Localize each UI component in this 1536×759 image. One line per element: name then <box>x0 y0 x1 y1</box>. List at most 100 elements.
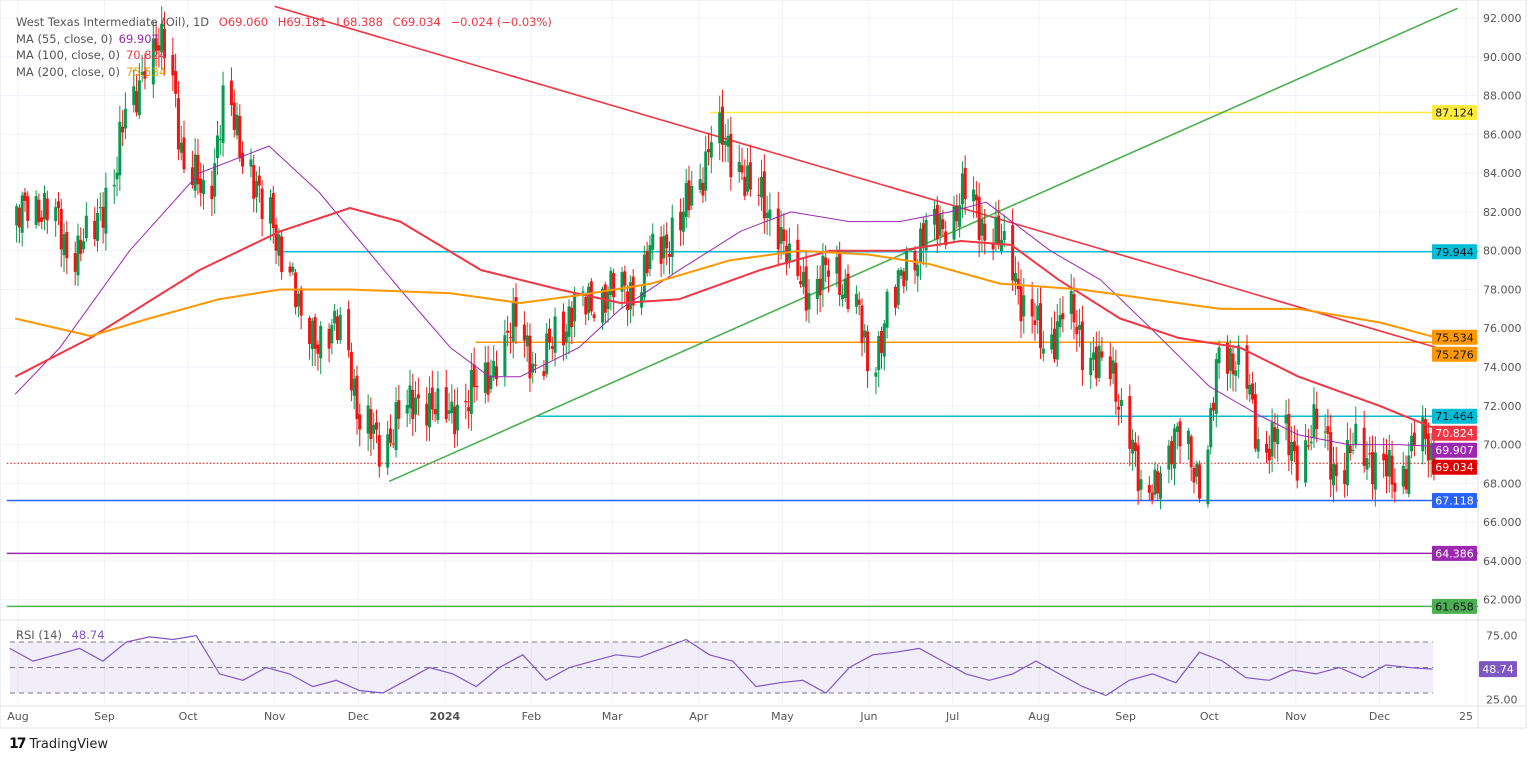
candle-body <box>1092 352 1096 360</box>
candle-body <box>737 162 741 172</box>
candle-body <box>1156 471 1160 494</box>
candle <box>1354 406 1358 449</box>
candle <box>1228 340 1232 389</box>
tradingview-logo[interactable]: 17 TradingView <box>9 736 108 752</box>
candle-body <box>358 414 362 430</box>
candle-body <box>1387 449 1391 477</box>
candle <box>801 257 805 295</box>
y-tick-label: 88.000 <box>1483 90 1522 103</box>
candle-body <box>59 208 63 250</box>
candle <box>866 325 870 389</box>
candle <box>882 319 886 371</box>
price-tag: 75.276 <box>1432 346 1477 362</box>
candle <box>815 265 819 315</box>
candle <box>707 132 711 166</box>
candle <box>1061 296 1065 333</box>
x-tick-label: Sep <box>94 710 115 723</box>
candle <box>525 322 529 363</box>
candle <box>980 204 984 252</box>
candle <box>1421 405 1425 465</box>
candle <box>1092 337 1096 371</box>
candle-body <box>916 264 920 277</box>
candle-body <box>252 165 256 199</box>
candle-body <box>327 328 331 349</box>
candle-body <box>1276 428 1280 445</box>
rsi-label: RSI (14) <box>16 628 62 642</box>
candle-body <box>1013 273 1017 282</box>
candle <box>846 264 850 313</box>
candle-body <box>1019 286 1023 322</box>
candle-body <box>455 404 459 431</box>
candle <box>514 283 518 345</box>
candle <box>377 422 381 478</box>
candle <box>444 369 448 423</box>
candle-body <box>76 235 80 276</box>
y-tick-label: 82.000 <box>1483 206 1522 219</box>
candle <box>737 144 741 183</box>
ma55-legend[interactable]: MA (55, close, 0) 69.907 <box>16 31 552 48</box>
candle-body <box>372 424 376 434</box>
candle-body <box>1326 426 1330 434</box>
candle-body <box>416 394 420 399</box>
candle <box>79 227 83 262</box>
price-tag-label: 75.276 <box>1435 348 1474 361</box>
candle <box>603 282 607 324</box>
ma100-legend[interactable]: MA (100, close, 0) 70.824 <box>16 47 552 64</box>
candle <box>252 154 256 213</box>
candle-body <box>408 385 412 409</box>
candle-body <box>486 362 490 395</box>
candle-body <box>899 269 903 276</box>
candle <box>659 225 663 278</box>
rsi-value: 48.74 <box>71 628 105 642</box>
candle <box>826 258 830 293</box>
price-tag-bg <box>1432 244 1477 260</box>
candle <box>1248 373 1252 403</box>
candle <box>743 159 747 201</box>
candle <box>140 54 144 83</box>
trend-line <box>274 5 1464 357</box>
candle-body <box>902 271 906 287</box>
candle <box>388 414 392 447</box>
candle <box>56 191 60 226</box>
candle <box>821 243 825 308</box>
candle-body <box>98 207 102 209</box>
candle-body <box>447 410 451 414</box>
candle <box>135 74 139 117</box>
candle-body <box>1039 303 1043 349</box>
candle-body <box>628 282 632 310</box>
x-tick-label: Nov <box>1285 710 1307 723</box>
candle-body <box>670 217 674 258</box>
rsi-legend[interactable]: RSI (14) 48.74 <box>16 628 105 642</box>
candle-body <box>1069 290 1073 314</box>
candle-body <box>453 406 457 435</box>
candle <box>1429 433 1433 478</box>
candle <box>1273 413 1277 459</box>
candle <box>1424 407 1428 455</box>
candle-body <box>1136 445 1140 492</box>
candle <box>1343 452 1347 498</box>
candle-body <box>1170 441 1174 465</box>
high-value: H69.181 <box>277 15 327 29</box>
candle <box>1159 466 1163 510</box>
candle <box>916 259 920 292</box>
candle-body <box>924 219 928 251</box>
candle <box>174 53 178 108</box>
candle-body <box>835 256 839 274</box>
candle <box>425 386 429 442</box>
candle <box>863 323 867 353</box>
candle <box>1315 391 1319 443</box>
ma200-legend[interactable]: MA (200, close, 0) 75.534 <box>16 64 552 81</box>
candle-body <box>464 400 468 403</box>
candle <box>584 292 588 326</box>
candle-body <box>1312 404 1316 438</box>
candle-body <box>994 217 998 245</box>
candle <box>1209 402 1213 455</box>
candle <box>355 365 359 435</box>
candle <box>854 285 858 315</box>
candle <box>405 389 409 428</box>
candle <box>1170 435 1174 480</box>
candle-body <box>620 272 624 292</box>
y-tick-label: 92.000 <box>1483 12 1522 25</box>
candle <box>748 144 752 197</box>
